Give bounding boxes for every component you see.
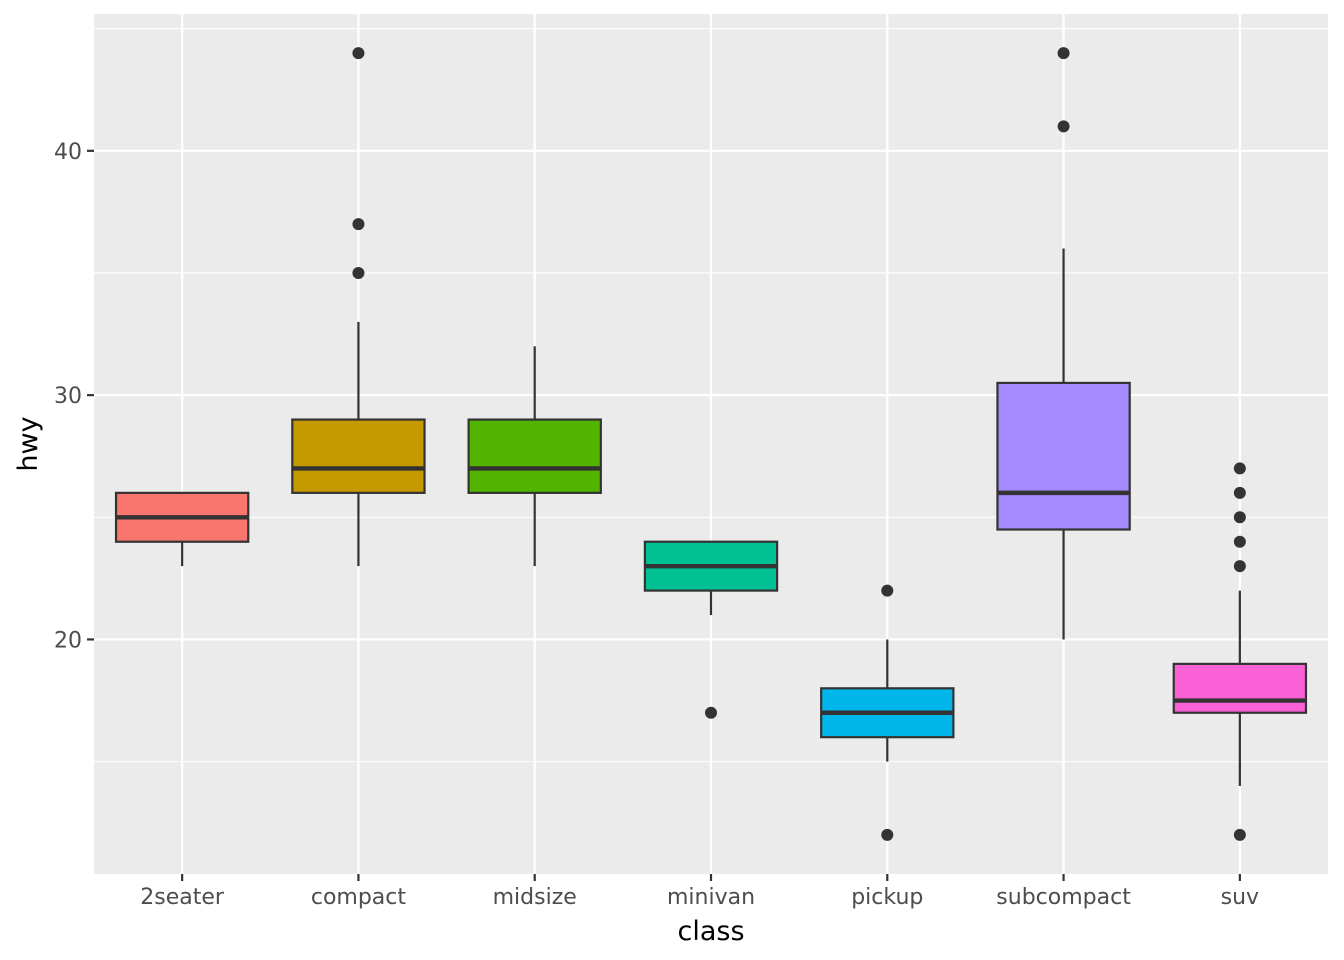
box-subcompact — [996, 47, 1131, 640]
x-tick-label: midsize — [493, 885, 577, 910]
box-minivan — [643, 540, 779, 719]
box-pickup — [820, 584, 955, 841]
box-compact — [291, 47, 426, 567]
outlier-point — [352, 218, 365, 231]
x-tick-label: suv — [1221, 885, 1259, 910]
box-body — [1172, 662, 1308, 714]
box-body — [996, 381, 1131, 531]
x-tick-label: 2seater — [140, 885, 225, 910]
y-tick-label: 40 — [54, 140, 82, 165]
outlier-point — [1233, 535, 1246, 548]
x-tick-label: minivan — [667, 885, 755, 910]
x-axis: 2seater compact midsize minivan pickup subcom… — [140, 874, 1259, 910]
box-2seater — [114, 491, 250, 567]
box-body — [291, 418, 426, 494]
box-midsize — [467, 346, 602, 567]
outlier-point — [1057, 47, 1070, 60]
outlier-point — [1233, 511, 1246, 524]
outlier-point — [1233, 486, 1246, 499]
outlier-point — [881, 584, 894, 597]
outlier-point — [352, 47, 365, 60]
y-axis: 20 30 40 — [54, 140, 94, 653]
outlier-point — [881, 828, 894, 841]
box-body — [467, 418, 602, 494]
x-tick-label: pickup — [851, 885, 923, 910]
y-axis-title: hwy — [13, 416, 44, 471]
box-suv — [1172, 462, 1308, 841]
y-tick-label: 30 — [54, 384, 82, 409]
x-tick-label: compact — [311, 885, 407, 910]
boxes — [114, 47, 1308, 841]
outlier-point — [1057, 120, 1070, 133]
outlier-point — [352, 266, 365, 279]
y-tick-label: 20 — [54, 628, 82, 653]
outlier-point — [1233, 828, 1246, 841]
outlier-point — [1233, 560, 1246, 573]
x-tick-label: subcompact — [996, 885, 1131, 910]
outlier-point — [705, 706, 717, 719]
x-axis-title: class — [677, 916, 744, 947]
outlier-point — [1233, 462, 1246, 475]
